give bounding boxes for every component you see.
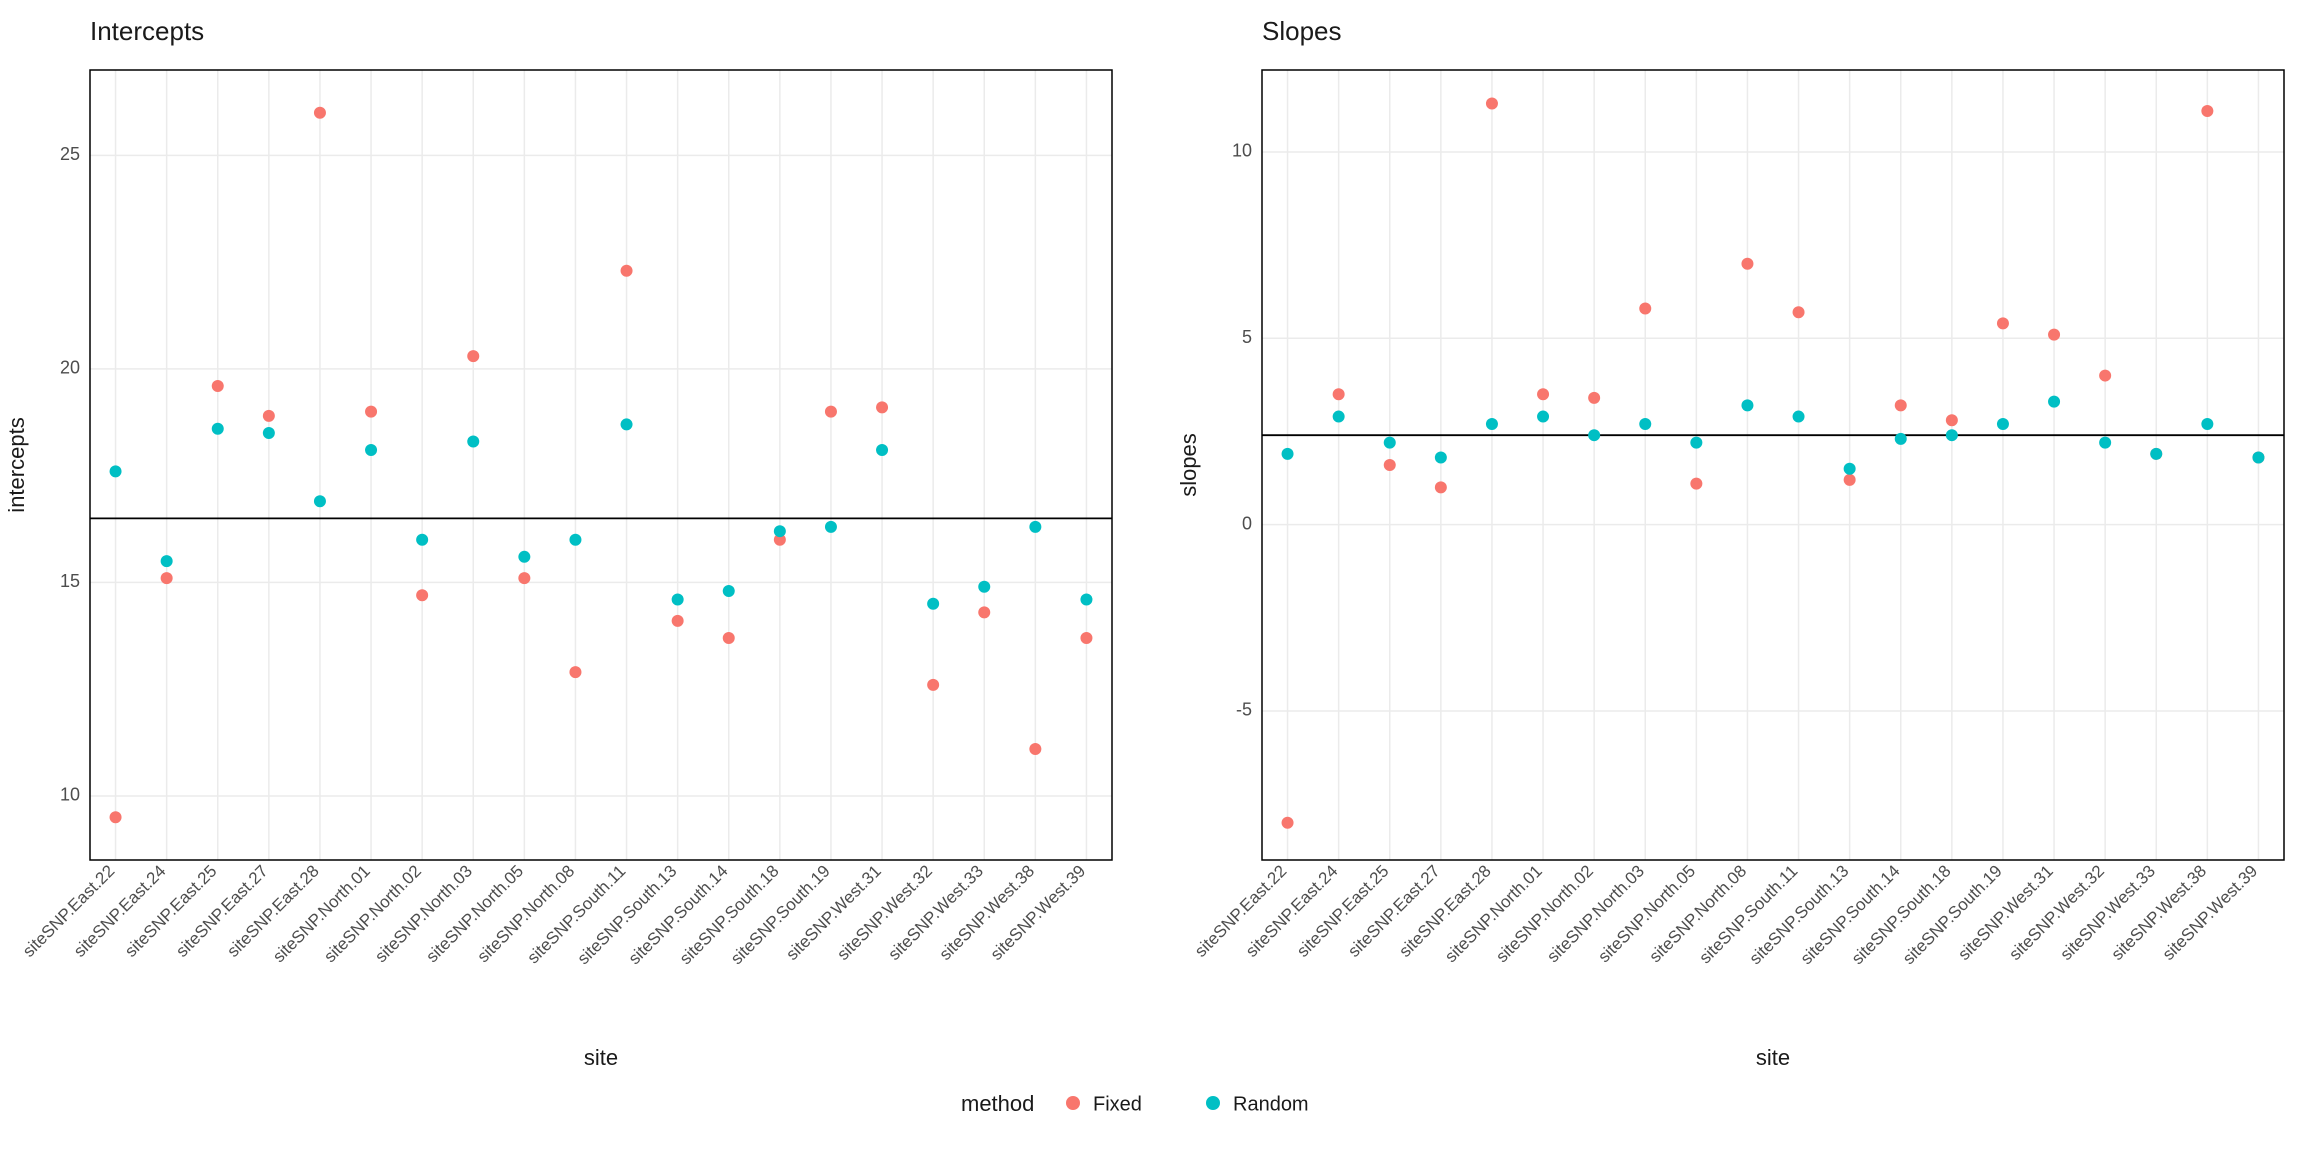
point-random — [825, 521, 837, 533]
point-fixed — [1741, 258, 1753, 270]
point-fixed — [1435, 481, 1447, 493]
point-random — [161, 555, 173, 567]
point-random — [774, 525, 786, 537]
point-fixed — [161, 572, 173, 584]
point-random — [1384, 437, 1396, 449]
point-random — [1333, 411, 1345, 423]
point-random — [1029, 521, 1041, 533]
point-random — [1282, 448, 1294, 460]
legend: method Fixed Random — [961, 1091, 1309, 1116]
point-random — [1895, 433, 1907, 445]
y-tick-label: 5 — [1242, 327, 1252, 347]
point-random — [467, 436, 479, 448]
point-random — [1997, 418, 2009, 430]
point-fixed — [876, 401, 888, 413]
y-tick-label: 0 — [1242, 513, 1252, 533]
point-random — [518, 551, 530, 563]
y-tick-label: -5 — [1236, 700, 1252, 720]
point-fixed — [927, 679, 939, 691]
point-fixed — [110, 811, 122, 823]
point-random — [1080, 594, 1092, 606]
point-random — [1588, 429, 1600, 441]
y-axis-label-1: slopes — [1176, 433, 1201, 497]
point-random — [1690, 437, 1702, 449]
point-fixed — [518, 572, 530, 584]
point-random — [876, 444, 888, 456]
point-random — [314, 495, 326, 507]
point-fixed — [467, 350, 479, 362]
point-fixed — [1333, 388, 1345, 400]
point-fixed — [1080, 632, 1092, 644]
point-random — [110, 465, 122, 477]
point-fixed — [1282, 817, 1294, 829]
point-random — [978, 581, 990, 593]
point-fixed — [314, 107, 326, 119]
point-random — [1793, 411, 1805, 423]
point-fixed — [672, 615, 684, 627]
point-fixed — [723, 632, 735, 644]
point-random — [2252, 452, 2264, 464]
point-fixed — [621, 265, 633, 277]
point-random — [263, 427, 275, 439]
point-fixed — [2099, 370, 2111, 382]
chart-root: Intercepts10152025siteSNP.East.22siteSNP… — [0, 0, 2304, 1152]
point-fixed — [1588, 392, 1600, 404]
legend-label-random: Random — [1233, 1093, 1309, 1115]
point-random — [1741, 399, 1753, 411]
point-random — [927, 598, 939, 610]
legend-title: method — [961, 1091, 1034, 1116]
point-fixed — [1639, 302, 1651, 314]
point-fixed — [1537, 388, 1549, 400]
point-fixed — [1486, 98, 1498, 110]
point-random — [1537, 411, 1549, 423]
point-fixed — [1946, 414, 1958, 426]
y-tick-label: 25 — [60, 144, 80, 164]
point-fixed — [212, 380, 224, 392]
point-random — [2201, 418, 2213, 430]
point-fixed — [825, 406, 837, 418]
legend-label-fixed: Fixed — [1093, 1093, 1142, 1115]
x-axis-label-0: site — [584, 1045, 618, 1070]
y-tick-label: 10 — [60, 785, 80, 805]
point-fixed — [416, 589, 428, 601]
point-random — [1946, 429, 1958, 441]
point-fixed — [2201, 105, 2213, 117]
point-fixed — [365, 406, 377, 418]
point-random — [672, 594, 684, 606]
legend-swatch-fixed — [1066, 1096, 1080, 1110]
point-random — [2099, 437, 2111, 449]
legend-swatch-random — [1206, 1096, 1220, 1110]
panel-title-1: Slopes — [1262, 16, 1342, 46]
y-tick-label: 15 — [60, 571, 80, 591]
point-random — [723, 585, 735, 597]
point-random — [1486, 418, 1498, 430]
point-random — [569, 534, 581, 546]
point-random — [621, 418, 633, 430]
y-tick-label: 10 — [1232, 141, 1252, 161]
y-axis-label-0: intercepts — [4, 417, 29, 512]
point-fixed — [1384, 459, 1396, 471]
point-random — [365, 444, 377, 456]
point-random — [1844, 463, 1856, 475]
point-fixed — [978, 606, 990, 618]
point-fixed — [569, 666, 581, 678]
point-random — [416, 534, 428, 546]
point-random — [2150, 448, 2162, 460]
point-random — [1639, 418, 1651, 430]
point-fixed — [1844, 474, 1856, 486]
point-fixed — [1690, 478, 1702, 490]
point-fixed — [1793, 306, 1805, 318]
point-random — [1435, 452, 1447, 464]
y-tick-label: 20 — [60, 358, 80, 378]
x-axis-label-1: site — [1756, 1045, 1790, 1070]
point-random — [2048, 396, 2060, 408]
point-fixed — [1895, 399, 1907, 411]
point-fixed — [1997, 317, 2009, 329]
point-fixed — [2048, 329, 2060, 341]
point-random — [212, 423, 224, 435]
point-fixed — [263, 410, 275, 422]
point-fixed — [1029, 743, 1041, 755]
panel-title-0: Intercepts — [90, 16, 204, 46]
